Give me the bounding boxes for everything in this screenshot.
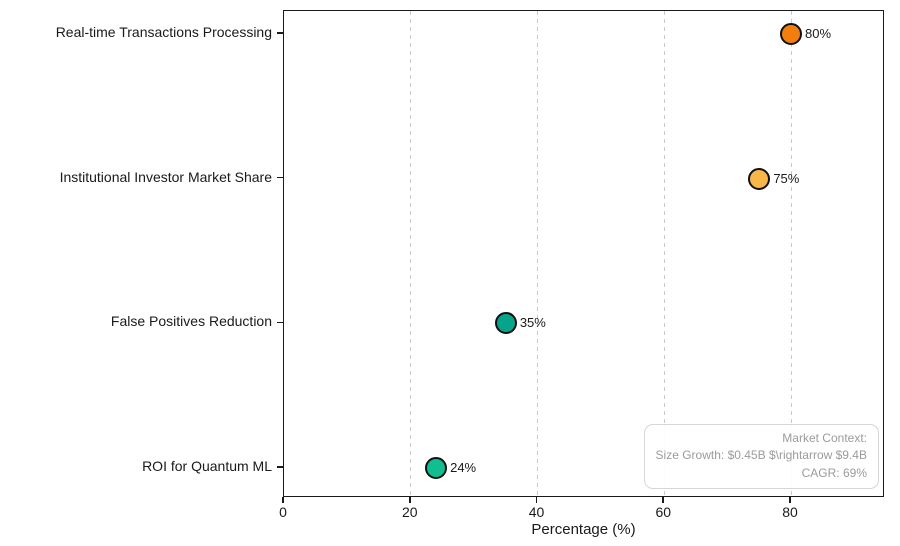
- x-tick-mark-80: [789, 497, 791, 503]
- y-tick-mark-3: [277, 466, 283, 468]
- gridline-x-80: [790, 11, 792, 496]
- x-tick-label-80: 80: [782, 504, 798, 520]
- x-tick-label-40: 40: [528, 504, 545, 520]
- x-axis-title: Percentage (%): [531, 521, 636, 538]
- annotation-line-3: CAGR: 69%: [801, 465, 867, 480]
- annotation-line-2: Size Growth: $0.45B $\rightarrow $9.4B: [655, 448, 867, 463]
- data-point-label-2: 35%: [519, 315, 546, 331]
- x-tick-mark-60: [662, 497, 665, 503]
- x-tick-mark-40: [535, 497, 538, 503]
- plot-area: Market Context: Size Growth: $0.45B $\ri…: [283, 10, 884, 497]
- y-tick-mark-0: [277, 32, 283, 34]
- x-tick-label-60: 60: [655, 504, 672, 520]
- annotation-line-1: Market Context:: [782, 430, 867, 445]
- data-point-2: [494, 312, 517, 335]
- market-context-annotation: Market Context: Size Growth: $0.45B $\ri…: [643, 423, 879, 489]
- gridline-x-20: [410, 11, 412, 496]
- data-point-label-1: 75%: [773, 170, 800, 186]
- x-tick-mark-0: [282, 497, 284, 503]
- y-tick-mark-2: [277, 321, 283, 324]
- y-tick-label-3: ROI for Quantum ML: [142, 458, 272, 474]
- x-tick-label-20: 20: [401, 504, 418, 520]
- x-tick-label-0: 0: [279, 504, 287, 520]
- y-tick-label-1: Institutional Investor Market Share: [59, 168, 272, 185]
- y-tick-label-2: False Positives Reduction: [110, 313, 272, 330]
- y-tick-label-0: Real-time Transactions Processing: [55, 24, 272, 40]
- y-tick-mark-1: [277, 176, 283, 179]
- gridline-x-60: [663, 11, 665, 496]
- data-point-3: [425, 457, 448, 479]
- data-point-label-0: 80%: [805, 26, 832, 41]
- x-tick-mark-20: [408, 497, 411, 503]
- gridline-x-40: [537, 11, 538, 496]
- data-point-0: [780, 23, 802, 45]
- data-point-1: [748, 167, 771, 190]
- data-point-label-3: 24%: [450, 460, 477, 475]
